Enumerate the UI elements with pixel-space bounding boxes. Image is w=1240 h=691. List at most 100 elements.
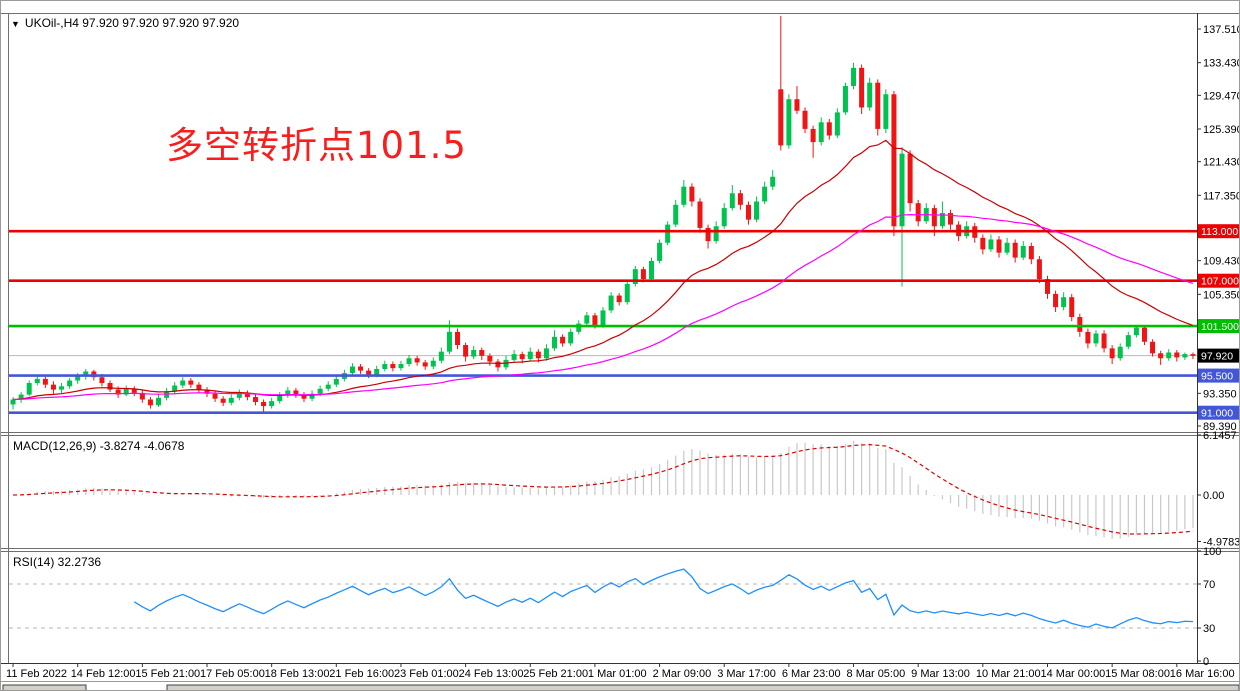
candle-down [948, 213, 954, 225]
chart-tab-active[interactable] [87, 685, 166, 691]
time-tick-label: 2 Mar 09:00 [653, 668, 712, 680]
candle-up [527, 351, 533, 360]
candle-up [632, 269, 638, 285]
candle-up [754, 201, 760, 220]
candle-up [309, 393, 315, 399]
candle-up [1117, 346, 1123, 359]
time-tick-label: 3 Mar 17:00 [717, 668, 776, 680]
candle-down [293, 390, 299, 395]
candle-down [794, 99, 800, 111]
chart-tab[interactable] [166, 684, 1239, 691]
candle-down [99, 377, 105, 384]
time-tick-label: 25 Feb 21:00 [523, 668, 588, 680]
candle-down [487, 355, 493, 362]
time-axis[interactable]: 11 Feb 2022 14 Feb 12:00 15 Feb 21:00 17 Fe… [6, 663, 1235, 680]
symbol-dropdown-arrow[interactable]: ▼ [11, 19, 20, 29]
price-tag-label: 95.500 [1201, 371, 1233, 383]
candle-up [834, 112, 840, 136]
candle-down [42, 378, 48, 385]
candle-down [859, 67, 865, 108]
candle-up [867, 82, 873, 108]
candle-down [301, 394, 307, 399]
candle-down [479, 350, 485, 356]
ma-slow-line [13, 214, 1194, 401]
candle-down [414, 358, 420, 363]
candle-down [891, 94, 897, 227]
rsi-pane: 100 70 30 0 [9, 546, 1221, 668]
time-tick-label: 11 Feb 2022 [6, 668, 67, 680]
candle-up [1133, 327, 1139, 336]
candle-up [568, 331, 574, 344]
candle-up [228, 397, 234, 403]
candle-up [1093, 333, 1099, 344]
candle-down [455, 331, 461, 346]
candle-down [212, 393, 218, 399]
candle-down [261, 401, 267, 407]
candle-down [1077, 317, 1083, 332]
rsi-tick-label: 100 [1203, 546, 1221, 558]
level-lines-layer[interactable] [9, 229, 1197, 415]
candle-down [196, 384, 202, 390]
chart-tabs-bar[interactable] [1, 681, 1240, 691]
price-tag [1198, 224, 1239, 239]
price-tag [1198, 405, 1239, 420]
candle-down [1053, 293, 1059, 308]
candle-up [438, 351, 444, 361]
candle-down [996, 239, 1002, 253]
time-tick-label: 8 Mar 05:00 [847, 668, 906, 680]
time-tick-label: 21 Feb 16:00 [329, 668, 394, 680]
time-tick-label: 23 Feb 01:00 [394, 668, 459, 680]
candle-up [665, 224, 671, 243]
candle-up [608, 295, 614, 311]
candle-up [673, 204, 679, 225]
candle-up [285, 390, 291, 396]
candle-up [1166, 352, 1172, 359]
candle-down [1101, 333, 1107, 349]
rsi-line [133, 568, 1193, 629]
candle-up [406, 358, 412, 365]
time-tick-label: 6 Mar 23:00 [782, 668, 841, 680]
price-tick-label: 93.350 [1203, 388, 1237, 400]
candle-down [139, 392, 145, 400]
price-tag [1198, 319, 1239, 334]
window-chrome [1, 13, 1239, 664]
candle-up [988, 239, 994, 250]
candle-down [358, 366, 364, 371]
candle-up [762, 186, 768, 202]
candle-up [576, 323, 582, 332]
candle-up [552, 336, 558, 349]
candle-up [59, 386, 65, 390]
time-tick-label: 15 Mar 08:00 [1105, 668, 1170, 680]
candle-up [180, 380, 186, 386]
candle-up [123, 388, 129, 395]
time-tick-label: 10 Mar 21:00 [976, 668, 1041, 680]
candle-down [826, 122, 832, 136]
candle-up [1020, 246, 1026, 258]
candle-down [131, 388, 137, 393]
price-tag [1198, 348, 1239, 363]
candle-down [745, 204, 751, 220]
candle-down [1028, 246, 1034, 260]
time-tick-label: 15 Feb 21:00 [135, 668, 200, 680]
candle-down [810, 128, 816, 143]
candle-down [802, 110, 808, 129]
candle-down [115, 389, 121, 395]
symbol-info-bar: ▼ UKOil-,H4 97.920 97.920 97.920 97.920 [11, 16, 239, 30]
candle-up [67, 380, 73, 387]
candle-down [252, 397, 258, 402]
candle-up [382, 364, 388, 369]
time-tick-label: 18 Feb 13:00 [265, 668, 330, 680]
candle-down [1085, 331, 1091, 344]
time-tick-label: 14 Feb 12:00 [71, 668, 136, 680]
candle-up [277, 395, 283, 402]
candle-up [18, 394, 24, 400]
candle-up [10, 399, 16, 405]
candle-down [147, 399, 153, 406]
candle-up [721, 208, 727, 227]
candle-down [560, 336, 566, 344]
chart-tab[interactable] [2, 684, 87, 691]
candle-up [75, 376, 81, 381]
price-axis[interactable]: 137.510 133.430 129.470 125.390 121.430 117.3… [1197, 24, 1240, 433]
candle-down [220, 398, 226, 403]
